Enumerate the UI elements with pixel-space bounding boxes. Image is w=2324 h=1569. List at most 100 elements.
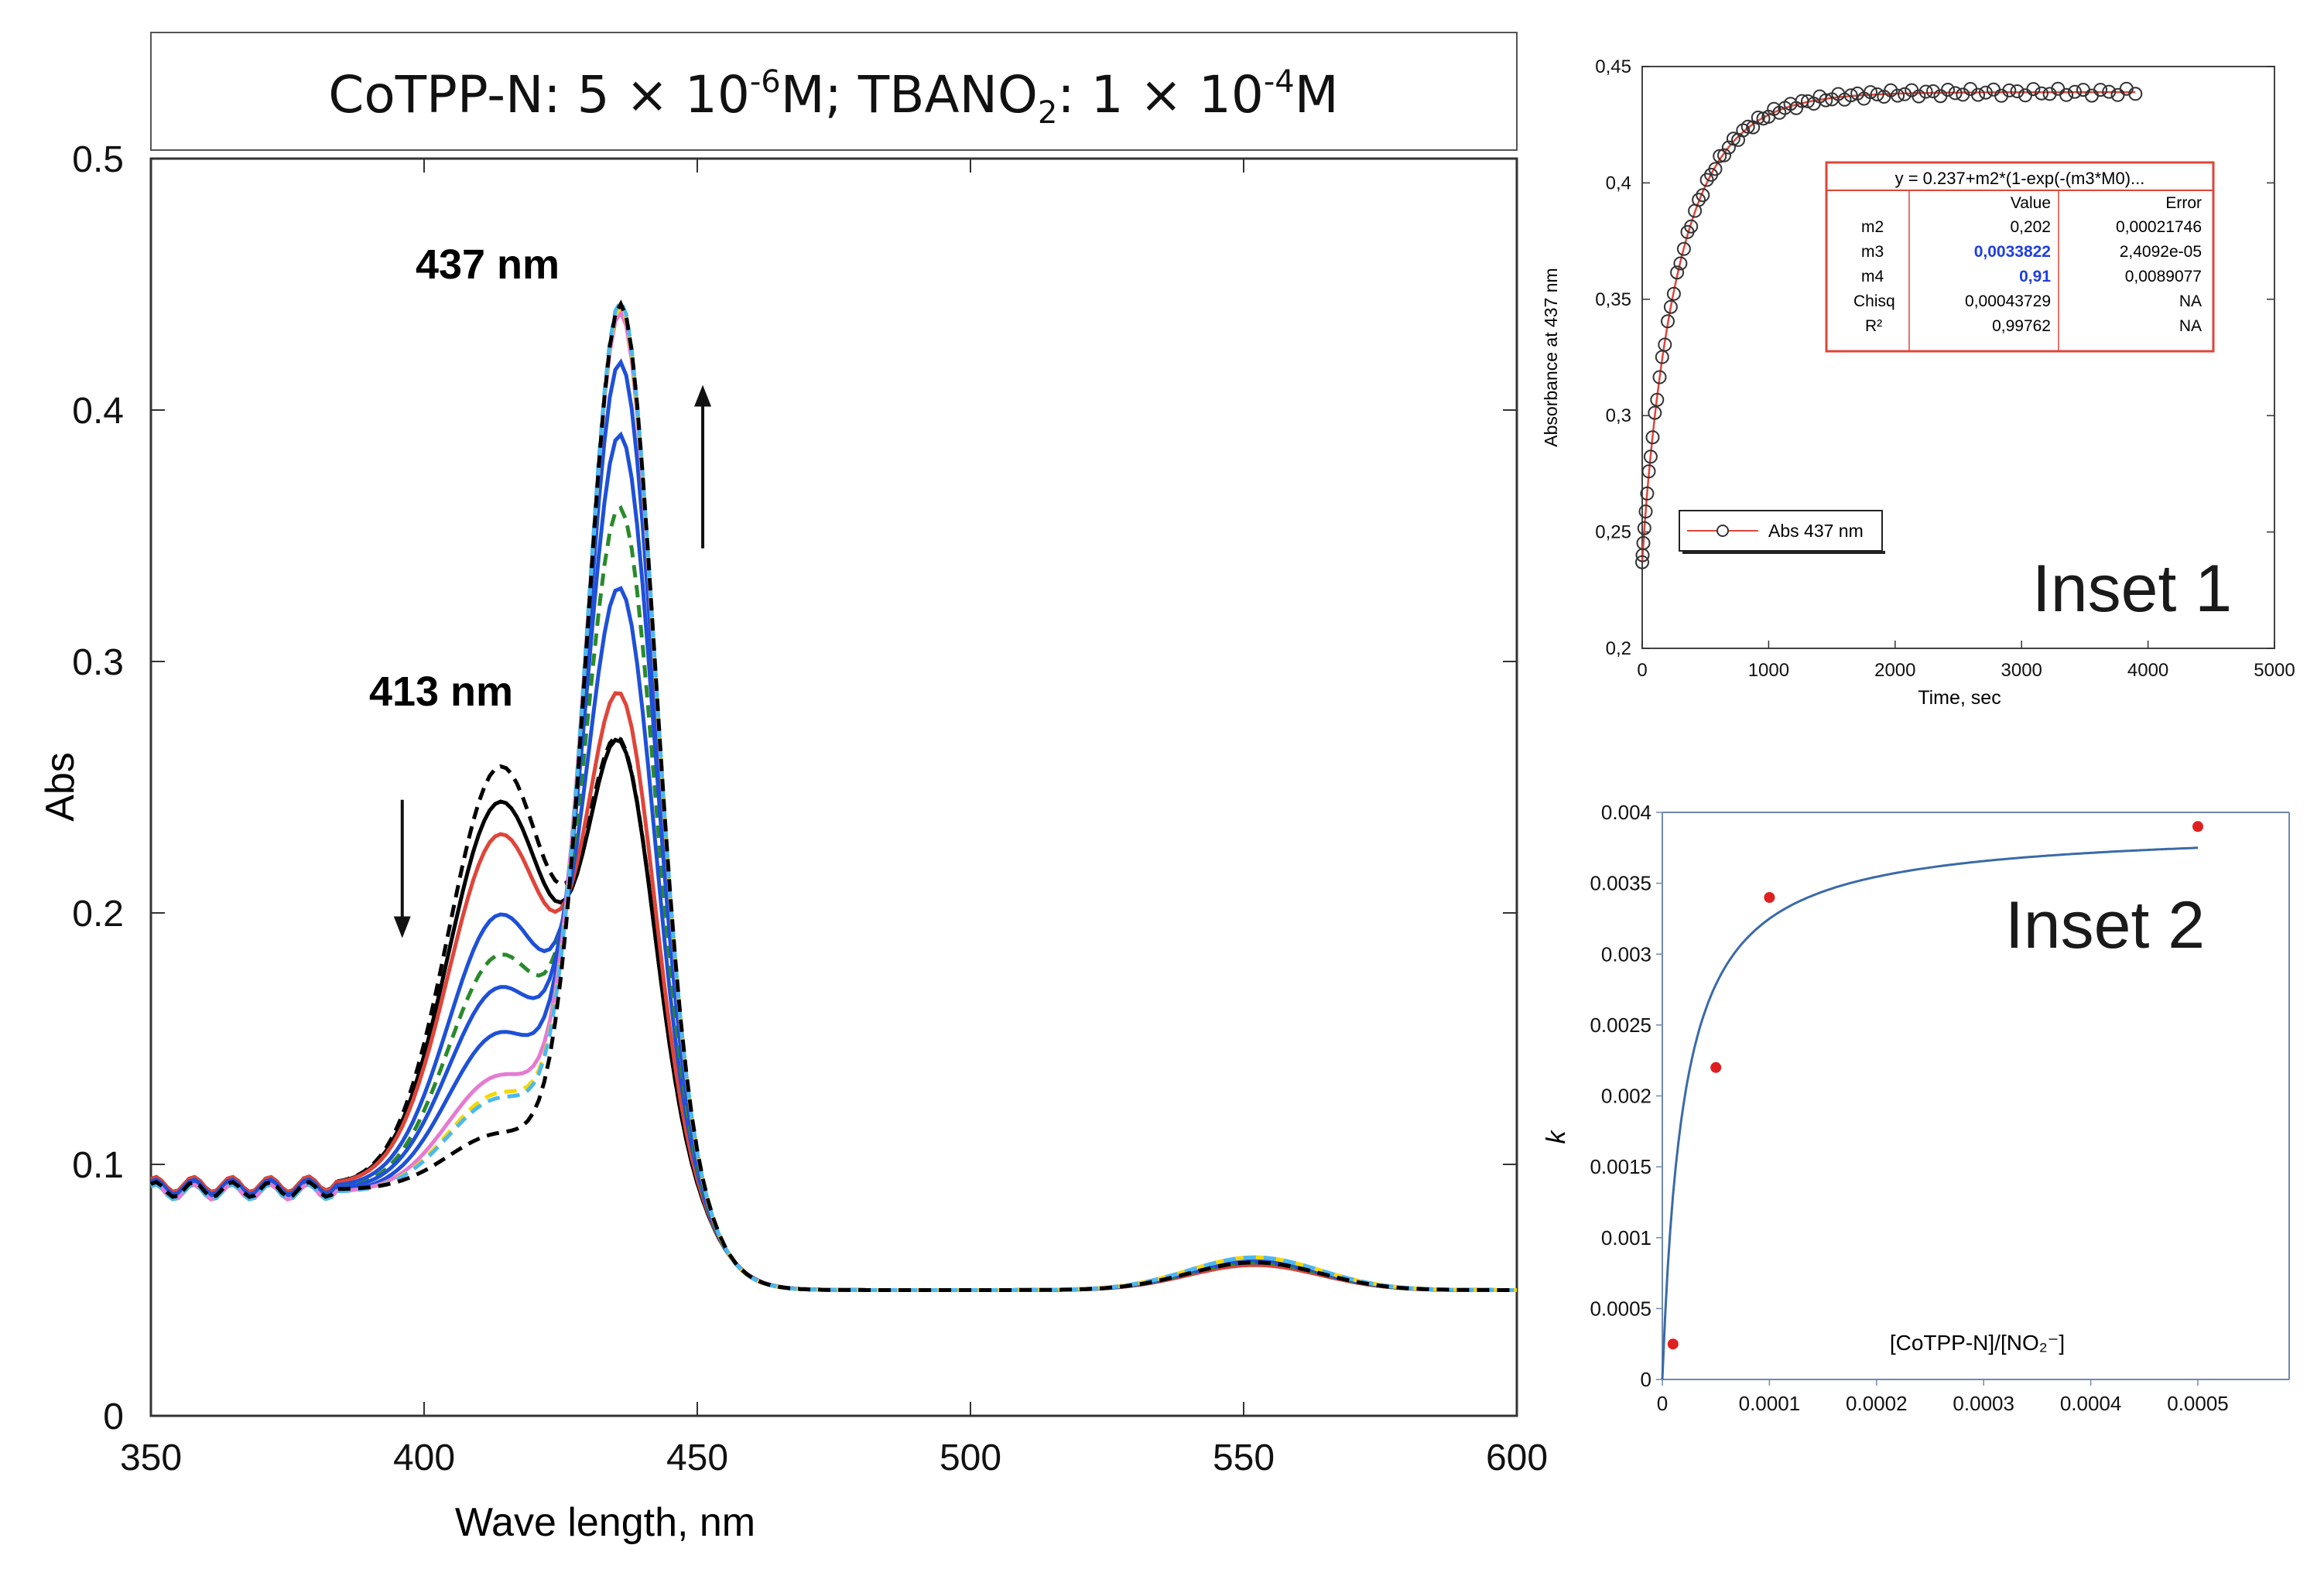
inset1-data-point xyxy=(1912,89,1926,104)
inset1-data-point xyxy=(1643,450,1658,464)
inset1-y-tick-label: 0,4 xyxy=(1606,173,1631,193)
inset1-data-point xyxy=(1650,392,1665,407)
inset1-x-tick-label: 2000 xyxy=(1874,660,1915,681)
main-spectrum-line xyxy=(150,299,1517,1292)
inset1-data-point xyxy=(2002,83,2017,97)
inset1-data-point xyxy=(2010,84,2025,98)
inset1-x-tick-label: 4000 xyxy=(2127,660,2168,681)
fit-row-error: 2,4092e-05 xyxy=(2120,243,2202,261)
inset2-data xyxy=(1661,821,2203,1380)
inset2-chart: 0 0.0001 0.0002 0.0003 0.0004 0.0005 0 0.0005 0.… xyxy=(1542,801,2290,1415)
inset2-label: Inset 2 xyxy=(2005,888,2205,962)
inset1-data-point xyxy=(1971,87,1985,102)
inset1-data-point xyxy=(1864,85,1877,100)
inset1-legend-marker xyxy=(1716,525,1729,537)
inset1-data-point xyxy=(2093,83,2108,97)
inset1-label: Inset 1 xyxy=(2032,552,2232,626)
main-y-tick-label: 0.3 xyxy=(72,642,124,683)
main-chart: CoTPP-N: 5 × 10-6M; TBANO2: 1 × 10-4M 35… xyxy=(38,32,1548,1545)
inset1-y-tick-label: 0,35 xyxy=(1595,289,1631,310)
inset1-data-point xyxy=(1721,140,1736,155)
fit-table-box xyxy=(1825,161,2215,353)
main-y-tick-label: 0.4 xyxy=(72,391,124,432)
fit-row-value: 0,00043729 xyxy=(1965,292,2051,310)
inset2-data-point xyxy=(2192,821,2203,832)
main-x-tick-label: 550 xyxy=(1213,1437,1275,1478)
inset1-data-point xyxy=(1692,193,1706,207)
inset1-data-point xyxy=(1717,148,1731,162)
inset2-x-tick-label: 0 xyxy=(1657,1392,1668,1415)
inset1-x-tick-label: 0 xyxy=(1637,660,1647,681)
inset1-legend: Abs 437 nm xyxy=(1679,510,1885,554)
inset1-data-point xyxy=(1948,86,1963,101)
inset1-data-point xyxy=(1713,149,1727,163)
inset1-data-point xyxy=(1645,430,1660,445)
inset2-x-tick-label: 0.0002 xyxy=(1846,1392,1908,1415)
annotation-437nm: 437 nm xyxy=(416,241,560,288)
inset1-data-point xyxy=(2059,87,2074,102)
inset1-x-tick-label: 5000 xyxy=(2254,660,2295,681)
inset1-data-point xyxy=(1673,256,1688,271)
inset1-data-point xyxy=(1870,87,1884,101)
main-arrow-head xyxy=(393,916,411,938)
inset2-data-point xyxy=(1764,892,1775,903)
main-x-tick-label: 400 xyxy=(393,1437,455,1478)
main-x-tick-label: 500 xyxy=(940,1437,1001,1478)
main-y-tick-label: 0 xyxy=(103,1396,124,1437)
inset2-xlabel: [CoTPP-N]/[NO₂⁻] xyxy=(1890,1331,2065,1355)
inset1-data-point xyxy=(1637,521,1651,535)
inset1-data-point xyxy=(1891,88,1905,103)
inset1-data-point xyxy=(2026,82,2041,97)
fit-header-error: Error xyxy=(2165,194,2202,212)
inset1-data-point xyxy=(1636,535,1651,550)
inset1-data-point xyxy=(1819,93,1833,108)
main-x-tick-label: 350 xyxy=(120,1437,182,1478)
inset1-x-tick-label: 1000 xyxy=(1748,660,1789,681)
main-y-tick-label: 0.5 xyxy=(72,139,124,180)
inset1-data-point xyxy=(1641,464,1656,479)
inset1-legend-shadow xyxy=(1682,551,1885,554)
fit-header-value: Value xyxy=(2011,194,2051,212)
inset1-data-point xyxy=(1978,85,1993,100)
fit-row-label: Chisq xyxy=(1853,292,1895,310)
inset1-data-point xyxy=(1941,83,1955,97)
inset2-data-point xyxy=(1667,1338,1679,1350)
inset1-data-point xyxy=(1740,119,1755,134)
main-ylabel: Abs xyxy=(38,752,83,822)
fit-equation: y = 0.237+m2*(1-exp(-(m3*M0)... xyxy=(1895,169,2145,188)
inset2-x-tick-label: 0.0004 xyxy=(2060,1392,2122,1415)
inset1-xlabel: Time, sec xyxy=(1918,687,2001,709)
inset1-data-point xyxy=(1638,504,1653,519)
inset1-data-point xyxy=(1661,314,1675,329)
fit-row-value: 0,99762 xyxy=(1992,317,2051,335)
inset1-data-point xyxy=(2068,84,2082,99)
inset1-data-point xyxy=(1652,370,1667,385)
inset1-ylabel: Absorbance at 437 nm xyxy=(1541,268,1561,446)
inset2-y-tick-label: 0.004 xyxy=(1601,801,1651,824)
inset2-y-tick-label: 0.0025 xyxy=(1590,1014,1651,1037)
inset1-data-point xyxy=(1708,162,1723,176)
main-x-tick-label: 600 xyxy=(1486,1437,1548,1478)
inset1-data-point xyxy=(1676,241,1691,256)
inset1-data-point xyxy=(1696,188,1710,203)
inset2-y-tick-label: 0.003 xyxy=(1601,942,1651,966)
inset1-data-point xyxy=(2035,86,2048,101)
inset1-data-point xyxy=(2128,87,2143,101)
inset2-x-tick-label: 0.0001 xyxy=(1739,1392,1801,1415)
inset1-axis-ticks: 0 1000 2000 3000 4000 5000 0,2 0,25 0,3 0,35 0,4 0,… xyxy=(1595,56,2295,681)
main-y-tick-label: 0.1 xyxy=(72,1145,124,1186)
inset1-data-point xyxy=(2102,84,2117,99)
inset2-y-tick-label: 0.0035 xyxy=(1590,872,1651,895)
fit-row-error: NA xyxy=(2179,292,2202,310)
inset1-x-tick-label: 3000 xyxy=(2001,660,2042,681)
inset1-data xyxy=(1635,81,2143,569)
main-title: CoTPP-N: 5 × 10-6M; TBANO2: 1 × 10-4M xyxy=(328,64,1338,131)
fit-row-value: 0,91 xyxy=(2019,268,2051,285)
fit-row-label: m2 xyxy=(1861,218,1884,236)
inset1-data-point xyxy=(1666,286,1681,301)
inset2-x-tick-label: 0.0005 xyxy=(2167,1392,2229,1415)
inset1-y-tick-label: 0,2 xyxy=(1606,638,1631,659)
inset1-data-point xyxy=(1648,405,1662,420)
inset1-data-point xyxy=(1670,265,1685,280)
inset2-y-tick-label: 0.0015 xyxy=(1590,1155,1651,1178)
